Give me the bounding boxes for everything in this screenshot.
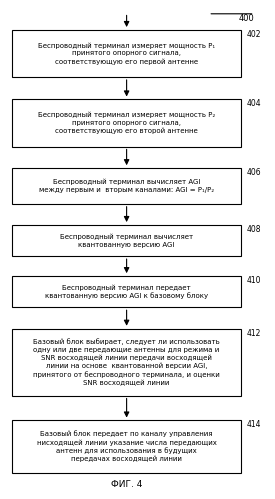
FancyBboxPatch shape bbox=[12, 276, 241, 307]
FancyBboxPatch shape bbox=[12, 168, 241, 204]
Text: Беспроводный терминал вычисляет
квантованную версию AGI: Беспроводный терминал вычисляет квантова… bbox=[60, 234, 193, 248]
Text: 412: 412 bbox=[246, 329, 261, 338]
Text: 400: 400 bbox=[239, 14, 255, 23]
Text: Базовый блок передает по каналу управления
нисходящей линии указание числа перед: Базовый блок передает по каналу управлен… bbox=[37, 431, 216, 463]
Text: 406: 406 bbox=[246, 168, 261, 177]
FancyBboxPatch shape bbox=[12, 30, 241, 77]
FancyBboxPatch shape bbox=[12, 421, 241, 473]
Text: Беспроводный терминал измеряет мощность P₂
принятого опорного сигнала,
соответст: Беспроводный терминал измеряет мощность … bbox=[38, 112, 215, 134]
Text: 408: 408 bbox=[246, 225, 261, 234]
Text: Базовый блок выбирает, следует ли использовать
одну или две передающие антенны д: Базовый блок выбирает, следует ли исполь… bbox=[33, 338, 220, 386]
Text: 402: 402 bbox=[246, 30, 261, 39]
FancyBboxPatch shape bbox=[12, 99, 241, 147]
Text: ФИГ. 4: ФИГ. 4 bbox=[111, 480, 142, 489]
Text: Беспроводный терминал вычисляет AGI
между первым и  вторым каналами: AGI = P₁/P₂: Беспроводный терминал вычисляет AGI межд… bbox=[39, 179, 214, 193]
Text: 414: 414 bbox=[246, 421, 261, 430]
Text: 410: 410 bbox=[246, 276, 261, 285]
Text: Беспроводный терминал передает
квантованную версию AGI к базовому блоку: Беспроводный терминал передает квантован… bbox=[45, 284, 208, 299]
FancyBboxPatch shape bbox=[12, 329, 241, 396]
Text: 404: 404 bbox=[246, 99, 261, 108]
FancyBboxPatch shape bbox=[12, 225, 241, 256]
Text: Беспроводный терминал измеряет мощность P₁
принятого опорного сигнала,
соответст: Беспроводный терминал измеряет мощность … bbox=[38, 42, 215, 64]
